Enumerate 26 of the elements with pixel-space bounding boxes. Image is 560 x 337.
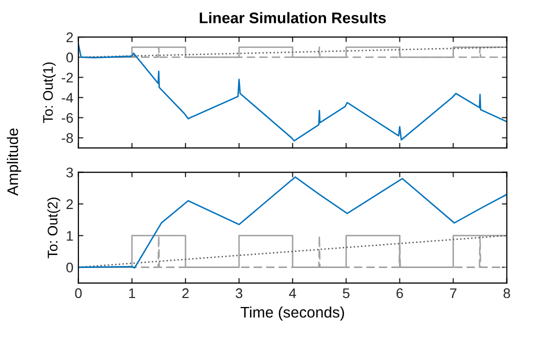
text: Amplitude bbox=[6, 128, 22, 196]
y-tick-label: 0 bbox=[66, 262, 73, 272]
y-tick-label: -2 bbox=[62, 72, 73, 82]
y-tick-label: 3 bbox=[66, 168, 73, 178]
y-axis-title: To: Out(1) bbox=[42, 62, 56, 124]
chart-title: Linear Simulation Results bbox=[200, 12, 386, 24]
line-series bbox=[78, 43, 507, 142]
y-tick-label: -4 bbox=[62, 92, 74, 103]
y-tick-label: 2 bbox=[66, 32, 73, 42]
line-series bbox=[78, 176, 507, 269]
y-tick-label: 0 bbox=[66, 52, 73, 62]
y-axis-title: To: Out(2) bbox=[47, 198, 60, 258]
y-tick-label: -6 bbox=[62, 112, 73, 123]
y-tick-label: -8 bbox=[62, 133, 73, 143]
x-tick-label: 2 bbox=[182, 288, 189, 298]
y-tick-label: 2 bbox=[66, 199, 73, 209]
x-tick-label: 0 bbox=[75, 288, 82, 298]
x-tick-label: 7 bbox=[450, 288, 456, 298]
x-tick-label: 4 bbox=[289, 288, 296, 298]
x-tick-label: 5 bbox=[342, 288, 350, 298]
x-axis-title: Time (seconds) bbox=[240, 306, 344, 321]
x-tick-label: 1 bbox=[129, 288, 136, 298]
y-tick-label: 1 bbox=[66, 231, 73, 241]
x-tick-label: 6 bbox=[396, 288, 403, 298]
x-tick-label: 8 bbox=[504, 288, 510, 298]
x-tick-label: 3 bbox=[236, 288, 242, 298]
